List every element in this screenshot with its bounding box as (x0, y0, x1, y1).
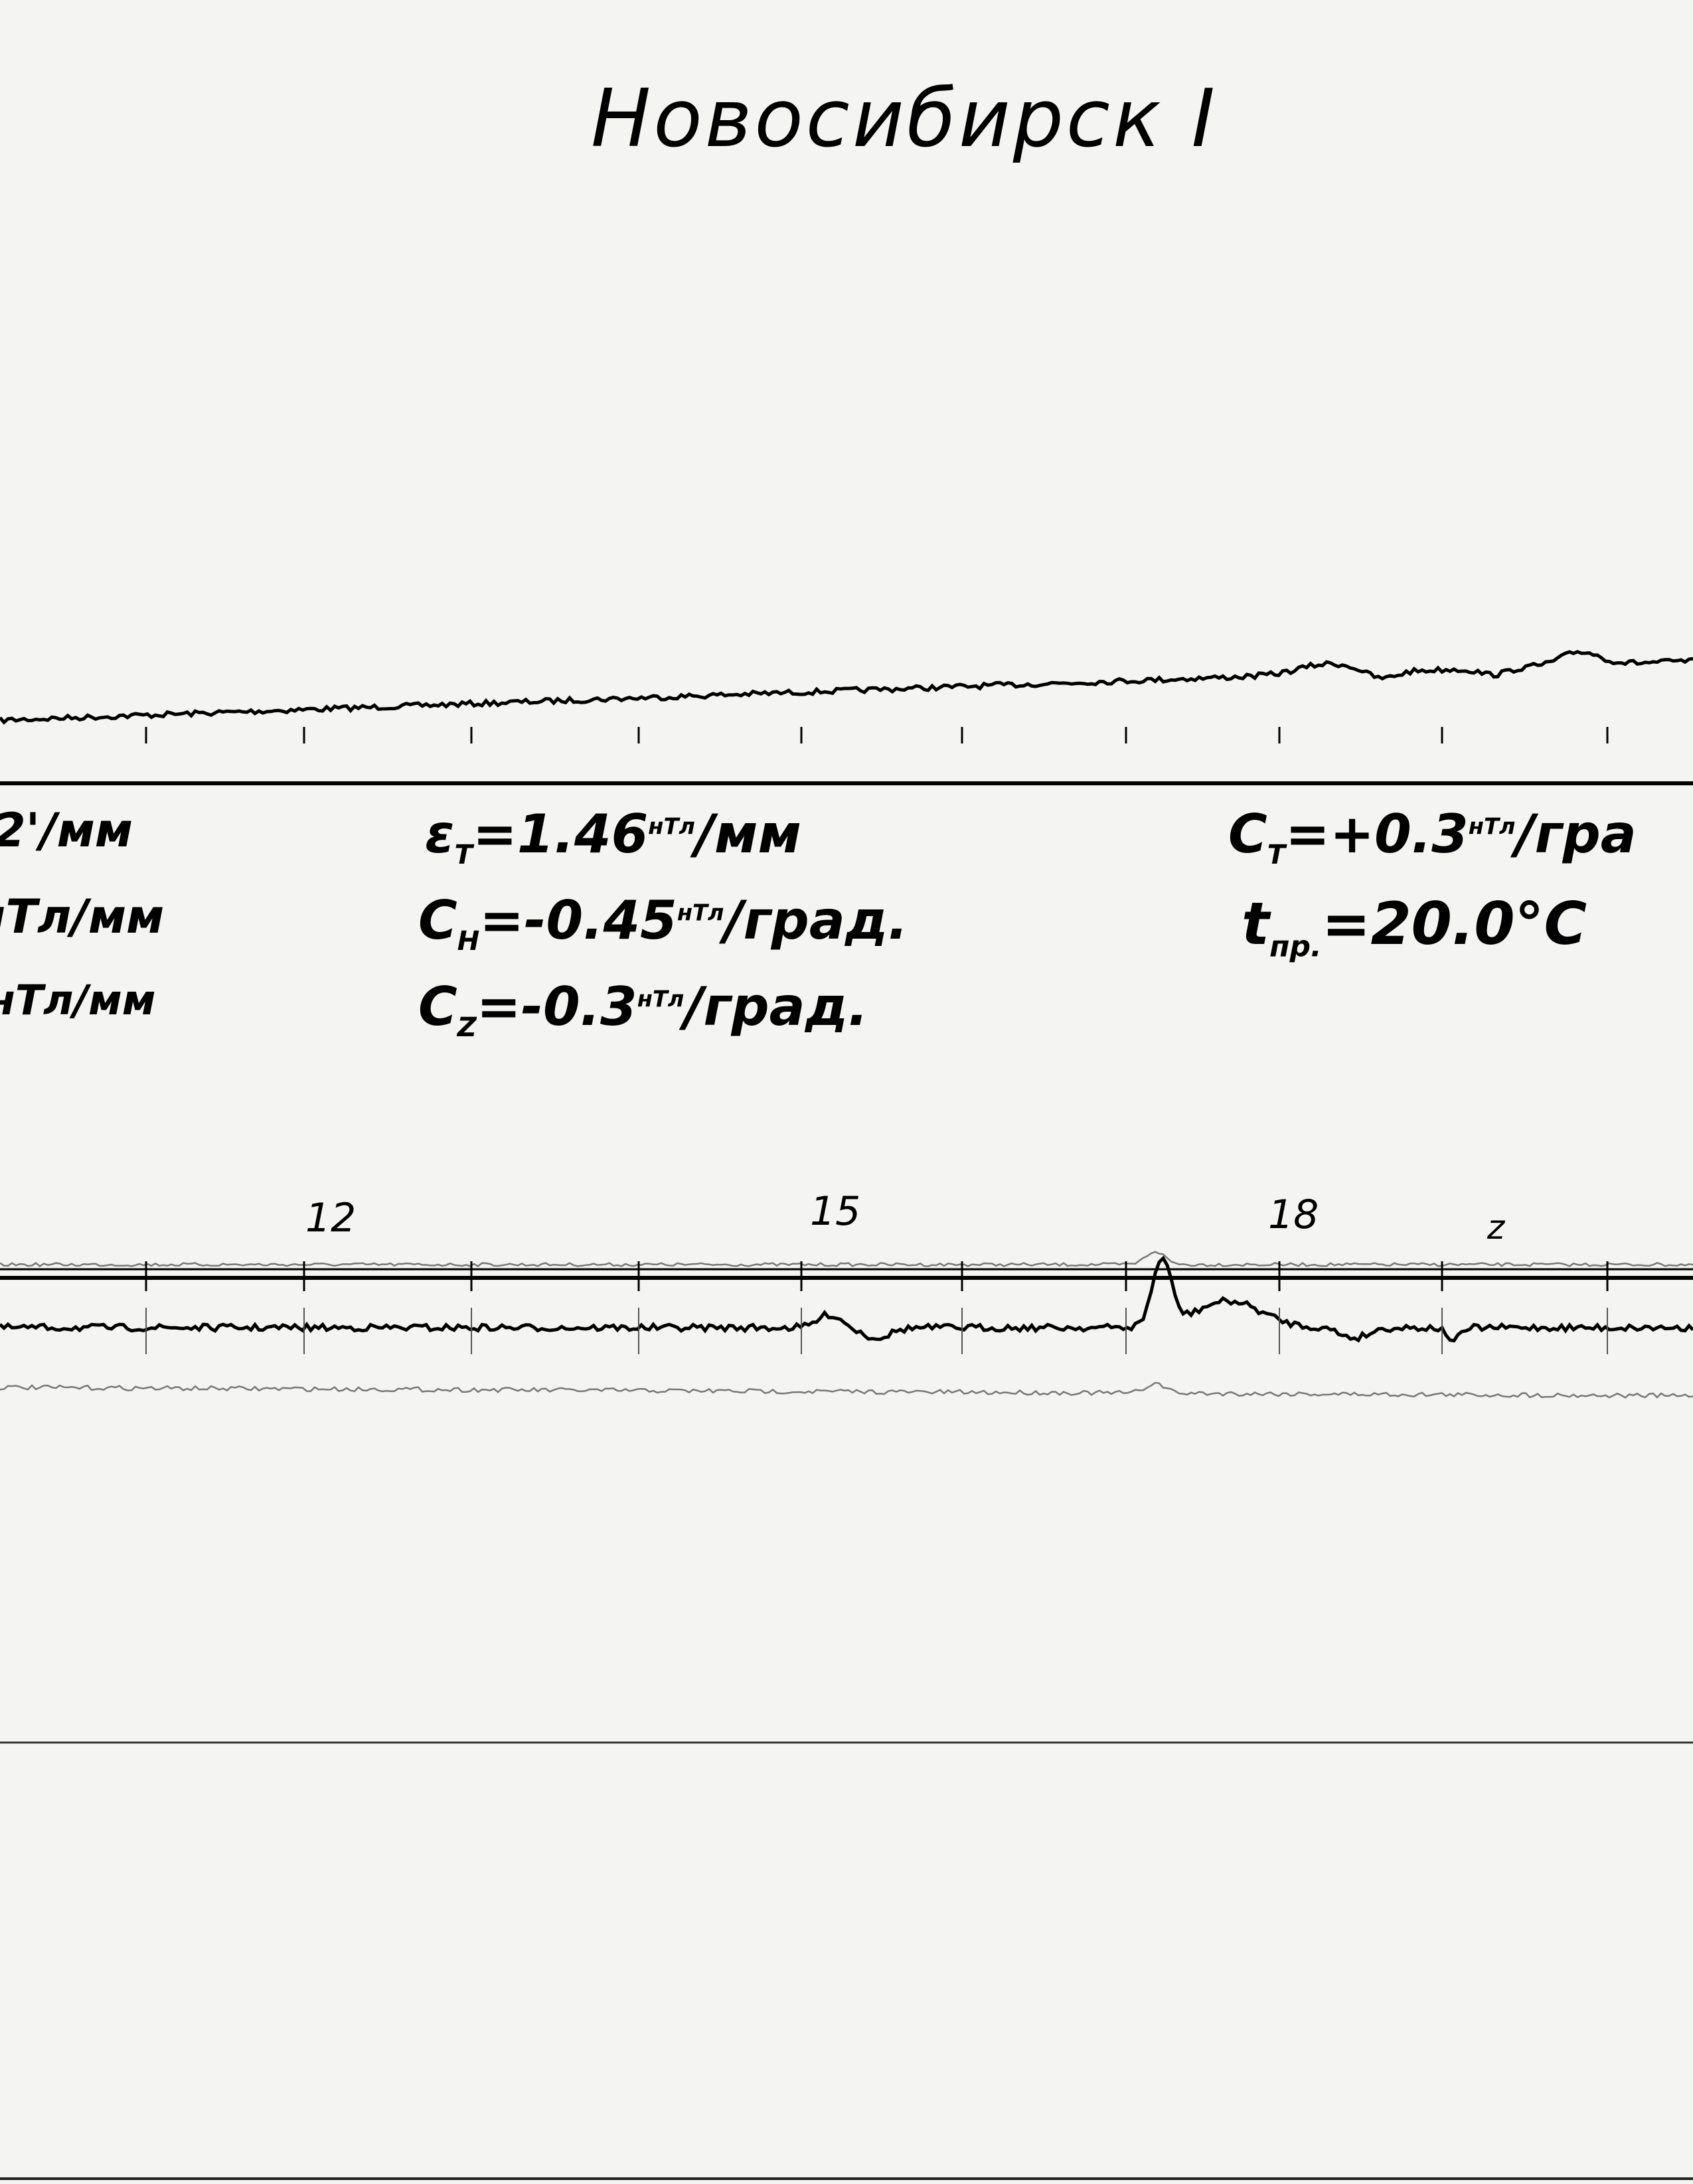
upper-thin-trace (0, 1251, 1693, 1268)
value: =-0.45 (479, 890, 677, 951)
upper-magnetic-trace (0, 650, 1693, 725)
hour-mark-18: 18 (1268, 1192, 1319, 1238)
symbol: C (1228, 803, 1267, 865)
value: =1.46 (472, 803, 649, 865)
unit: /гра (1515, 803, 1637, 865)
symbol: C (418, 976, 457, 1038)
c-t-coefficient: CT=+0.3нТл/гра (1228, 803, 1637, 870)
unit: /мм (694, 803, 801, 865)
value: =+0.3 (1285, 803, 1469, 865)
unit: /град. (684, 976, 868, 1038)
station-title: Новосибирск I (591, 73, 1218, 165)
lower-thin-trace (0, 1381, 1693, 1399)
unit-sup: нТл (648, 813, 695, 840)
eps-t-coefficient: εT=1.46нТл/мм (425, 803, 801, 870)
unit-sup: нТл (637, 986, 685, 1012)
partial-scale-3: нТл/мм (0, 976, 156, 1024)
subscript: Z (457, 1012, 477, 1043)
symbol: ε (425, 803, 455, 865)
middle-magnetic-trace (0, 1255, 1693, 1343)
subscript: T (1267, 840, 1286, 870)
hour-mark-z: z (1487, 1208, 1505, 1247)
temperature-reading: tпр.=20.0°C (1242, 890, 1587, 964)
unit-sup: нТл (677, 899, 724, 926)
subscript: пр. (1269, 929, 1322, 964)
partial-scale-1: 2'/мм (0, 803, 133, 858)
subscript: H (457, 926, 480, 957)
hour-mark-15: 15 (810, 1188, 861, 1235)
symbol: C (418, 890, 457, 951)
hour-mark-12: 12 (305, 1195, 357, 1241)
subscript: T (454, 840, 473, 870)
value: =20.0°C (1321, 890, 1587, 958)
c-z-coefficient: CZ=-0.3нТл/град. (418, 976, 868, 1043)
value: =-0.3 (476, 976, 637, 1038)
c-h-coefficient: CH=-0.45нТл/град. (418, 890, 908, 957)
symbol: t (1242, 890, 1270, 958)
unit-sup: нТл (1468, 813, 1516, 840)
partial-scale-2: нТл/мм (0, 890, 165, 944)
unit: /град. (724, 890, 908, 951)
